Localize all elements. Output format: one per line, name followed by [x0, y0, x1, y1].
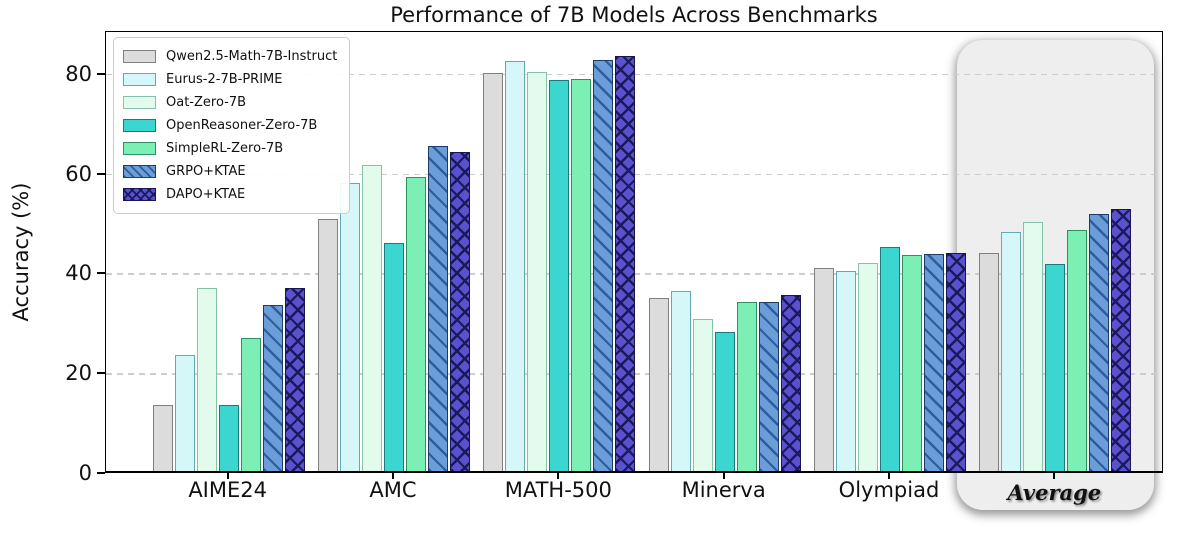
- bar-dapo-ktae-olympiad: [945, 253, 966, 471]
- legend-item-openreasoner-zero-7b: OpenReasoner-Zero-7B: [123, 114, 337, 137]
- chart-title: Performance of 7B Models Across Benchmar…: [390, 3, 878, 27]
- bar-oat-zero-7b-minerva: [692, 318, 713, 471]
- legend-item-simplerl-zero-7b: SimpleRL-Zero-7B: [123, 137, 337, 160]
- bar-eurus-2-7b-prime-average: [1001, 232, 1022, 471]
- bar-dapo-ktae-amc: [449, 152, 470, 471]
- x-tick-label-average: Average: [1007, 480, 1102, 505]
- x-tick-mark-minerva: [722, 473, 725, 479]
- bar-qwen2-5-math-7b-instruct-aime24: [152, 404, 173, 471]
- x-tick-label-olympiad: Olympiad: [838, 478, 940, 502]
- bar-simplerl-zero-7b-minerva: [736, 302, 757, 471]
- x-tick-label-aime24: AIME24: [188, 478, 267, 502]
- bar-eurus-2-7b-prime-math-500: [505, 60, 526, 471]
- bar-group-average: [973, 32, 1138, 471]
- bar-groups: [146, 32, 1138, 471]
- bar-oat-zero-7b-average: [1023, 221, 1044, 471]
- bar-qwen2-5-math-7b-instruct-math-500: [483, 72, 504, 471]
- bar-simplerl-zero-7b-math-500: [571, 78, 592, 471]
- y-tick-label-80: 80: [65, 61, 92, 86]
- bar-dapo-ktae-math-500: [615, 55, 636, 471]
- legend-label-simplerl-zero-7b: SimpleRL-Zero-7B: [166, 141, 284, 156]
- y-tick-mark-20: [97, 372, 105, 375]
- bar-simplerl-zero-7b-amc: [405, 176, 426, 471]
- y-tick-mark-60: [97, 172, 105, 175]
- plot-area: [105, 31, 1163, 473]
- y-tick-label-20: 20: [65, 361, 92, 386]
- legend-swatch-qwen2-5-math-7b-instruct: [123, 50, 156, 63]
- x-tick-mark-olympiad: [887, 473, 890, 479]
- legend-item-oat-zero-7b: Oat-Zero-7B: [123, 91, 337, 114]
- bar-qwen2-5-math-7b-instruct-average: [979, 252, 1000, 471]
- x-tick-mark-amc: [392, 473, 394, 479]
- x-tick-label-amc: AMC: [369, 478, 417, 502]
- x-tick-mark-math-500: [557, 473, 560, 479]
- legend-item-qwen2-5-math-7b-instruct: Qwen2.5-Math-7B-Instruct: [123, 45, 337, 68]
- legend-label-grpo-ktae: GRPO+KTAE: [166, 164, 246, 179]
- bar-simplerl-zero-7b-average: [1067, 230, 1088, 471]
- bar-eurus-2-7b-prime-amc: [339, 182, 360, 471]
- bar-openreasoner-zero-7b-aime24: [218, 404, 239, 471]
- x-tick-mark-aime24: [226, 473, 229, 479]
- bar-openreasoner-zero-7b-minerva: [714, 331, 735, 471]
- legend-label-oat-zero-7b: Oat-Zero-7B: [166, 95, 247, 110]
- bar-group-amc: [311, 32, 476, 471]
- bar-eurus-2-7b-prime-aime24: [174, 354, 195, 471]
- legend-swatch-eurus-2-7b-prime: [123, 73, 156, 86]
- bar-qwen2-5-math-7b-instruct-amc: [317, 218, 338, 471]
- bar-qwen2-5-math-7b-instruct-olympiad: [813, 267, 834, 471]
- bar-oat-zero-7b-math-500: [527, 71, 548, 471]
- legend-label-eurus-2-7b-prime: Eurus-2-7B-PRIME: [166, 72, 283, 87]
- y-tick-label-40: 40: [65, 261, 92, 286]
- bar-group-aime24: [146, 32, 311, 471]
- bar-simplerl-zero-7b-aime24: [240, 337, 261, 471]
- legend-item-dapo-ktae: DAPO+KTAE: [123, 183, 337, 206]
- legend-swatch-oat-zero-7b: [123, 96, 156, 109]
- bar-eurus-2-7b-prime-olympiad: [835, 271, 856, 471]
- legend-swatch-dapo-ktae: [123, 188, 156, 201]
- legend: Qwen2.5-Math-7B-Instruct Eurus-2-7B-PRIME…: [113, 37, 351, 214]
- bar-grpo-ktae-average: [1089, 213, 1110, 471]
- y-tick-mark-80: [97, 72, 105, 75]
- bar-oat-zero-7b-amc: [361, 164, 382, 471]
- bar-group-minerva: [642, 32, 807, 471]
- x-tick-label-minerva: Minerva: [681, 478, 766, 502]
- bar-openreasoner-zero-7b-math-500: [549, 79, 570, 471]
- bar-dapo-ktae-aime24: [284, 287, 305, 471]
- legend-swatch-openreasoner-zero-7b: [123, 119, 156, 132]
- bar-group-olympiad: [807, 32, 972, 471]
- legend-item-eurus-2-7b-prime: Eurus-2-7B-PRIME: [123, 68, 337, 91]
- y-tick-label-60: 60: [65, 161, 92, 186]
- bar-grpo-ktae-aime24: [262, 304, 283, 471]
- bar-group-math-500: [477, 32, 642, 471]
- bar-openreasoner-zero-7b-olympiad: [879, 247, 900, 471]
- bar-grpo-ktae-math-500: [593, 59, 614, 471]
- legend-label-qwen2-5-math-7b-instruct: Qwen2.5-Math-7B-Instruct: [166, 49, 338, 64]
- legend-item-grpo-ktae: GRPO+KTAE: [123, 160, 337, 183]
- y-tick-label-0: 0: [78, 461, 92, 485]
- bar-qwen2-5-math-7b-instruct-minerva: [648, 298, 669, 471]
- legend-label-dapo-ktae: DAPO+KTAE: [166, 187, 246, 202]
- bar-oat-zero-7b-aime24: [196, 287, 217, 471]
- bar-dapo-ktae-average: [1111, 209, 1132, 471]
- bar-simplerl-zero-7b-olympiad: [901, 255, 922, 471]
- legend-label-openreasoner-zero-7b: OpenReasoner-Zero-7B: [166, 118, 318, 133]
- bar-grpo-ktae-amc: [427, 146, 448, 471]
- x-tick-label-math-500: MATH-500: [504, 478, 612, 502]
- y-tick-mark-0: [97, 472, 105, 474]
- bar-grpo-ktae-olympiad: [923, 253, 944, 471]
- x-tick-mark-average: [1053, 473, 1056, 479]
- bar-eurus-2-7b-prime-minerva: [670, 291, 691, 471]
- bar-oat-zero-7b-olympiad: [857, 263, 878, 471]
- bar-openreasoner-zero-7b-average: [1045, 263, 1066, 471]
- legend-swatch-grpo-ktae: [123, 165, 156, 178]
- bar-dapo-ktae-minerva: [780, 295, 801, 471]
- bar-grpo-ktae-minerva: [758, 302, 779, 471]
- y-tick-mark-40: [97, 272, 105, 275]
- legend-swatch-simplerl-zero-7b: [123, 142, 156, 155]
- bar-openreasoner-zero-7b-amc: [383, 242, 404, 471]
